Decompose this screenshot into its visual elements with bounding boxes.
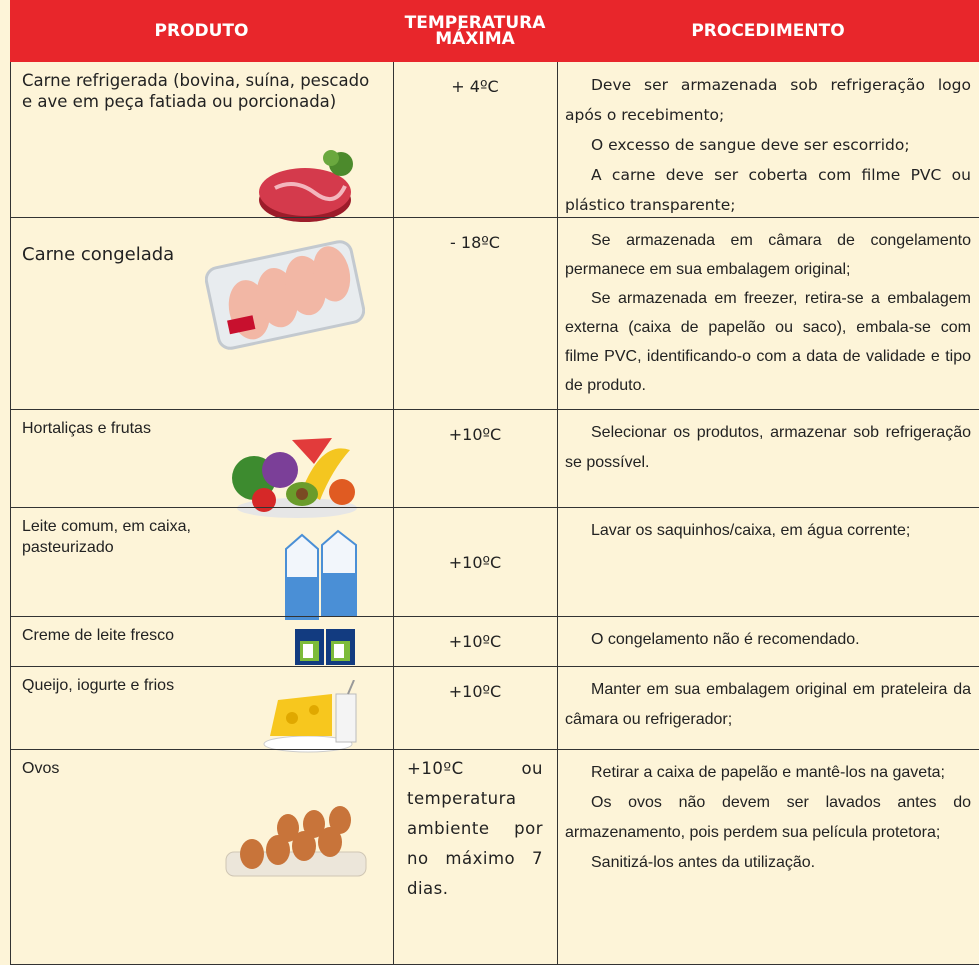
temperature-cell: +10ºC	[448, 553, 502, 572]
procedure-cell: Lavar os saquinhos/caixa, em água corren…	[557, 508, 979, 617]
temperature-cell: +10ºC	[448, 682, 502, 701]
procedure-text: Os ovos não devem ser lavados antes do a…	[565, 794, 971, 841]
column-header: PROCEDIMENTO	[557, 0, 979, 62]
row-border	[10, 507, 979, 508]
product-image	[255, 148, 355, 232]
row-border	[10, 217, 979, 218]
procedure-cell: Retirar a caixa de papelão e mantê-los n…	[557, 750, 979, 965]
procedure-text: Lavar os saquinhos/caixa, em água corren…	[591, 522, 911, 539]
column-header: PRODUTO	[10, 0, 393, 62]
procedure-cell: Selecionar os produtos, armazenar sob re…	[557, 410, 979, 508]
product-cell: Ovos	[22, 760, 60, 777]
row-border	[10, 616, 979, 617]
product-cell: Hortaliças e frutas	[22, 420, 151, 437]
procedure-text: Manter em sua embalagem original em prat…	[565, 681, 971, 728]
procedure-text: Retirar a caixa de papelão e mantê-los n…	[591, 764, 945, 781]
procedure-text: Deve ser armazenada sob refrigeração log…	[565, 76, 971, 124]
product-image	[222, 798, 372, 892]
temperature-cell: +10ºC	[448, 425, 502, 444]
procedure-text: Selecionar os produtos, armazenar sob re…	[565, 424, 971, 471]
product-cell: Creme de leite fresco	[22, 627, 175, 644]
procedure-text: A carne deve ser coberta com filme PVC o…	[565, 166, 971, 214]
procedure-text: Se armazenada em câmara de congelamento …	[565, 232, 971, 278]
procedure-text: O congelamento não é recomendado.	[591, 631, 860, 648]
row-border	[10, 409, 979, 410]
procedure-cell: Deve ser armazenada sob refrigeração log…	[557, 62, 979, 218]
product-cell: Leite comum, em caixa, pasteurizado	[22, 518, 191, 556]
product-cell: Carne congelada	[22, 244, 175, 265]
product-image	[204, 240, 366, 354]
product-image	[282, 527, 362, 626]
column-border	[393, 62, 394, 965]
column-header: TEMPERATURA MÁXIMA	[393, 0, 557, 62]
product-image	[262, 679, 362, 759]
row-border	[10, 749, 979, 750]
product-cell: Queijo, iogurte e frios	[22, 677, 175, 694]
procedure-text: Se armazenada em freezer, retira-se a em…	[565, 290, 971, 394]
column-border	[557, 62, 558, 965]
procedure-cell: O congelamento não é recomendado.	[557, 617, 979, 667]
temperature-cell: +10ºC	[448, 632, 502, 651]
product-image	[232, 430, 362, 524]
procedure-cell: Se armazenada em câmara de congelamento …	[557, 218, 979, 410]
row-border	[10, 666, 979, 667]
temperature-cell: +10ºC ou temperatura ambiente por no máx…	[407, 759, 543, 898]
procedure-text: O excesso de sangue deve ser escorrido;	[591, 136, 910, 154]
column-border	[10, 62, 11, 965]
procedure-text: Sanitizá-los antes da utilização.	[591, 854, 816, 871]
procedure-cell: Manter em sua embalagem original em prat…	[557, 667, 979, 750]
product-cell: Carne refrigerada (bovina, suína, pescad…	[22, 71, 370, 111]
product-image	[293, 627, 357, 671]
temperature-cell: - 18ºC	[450, 233, 500, 252]
temperature-cell: + 4ºC	[451, 77, 499, 96]
